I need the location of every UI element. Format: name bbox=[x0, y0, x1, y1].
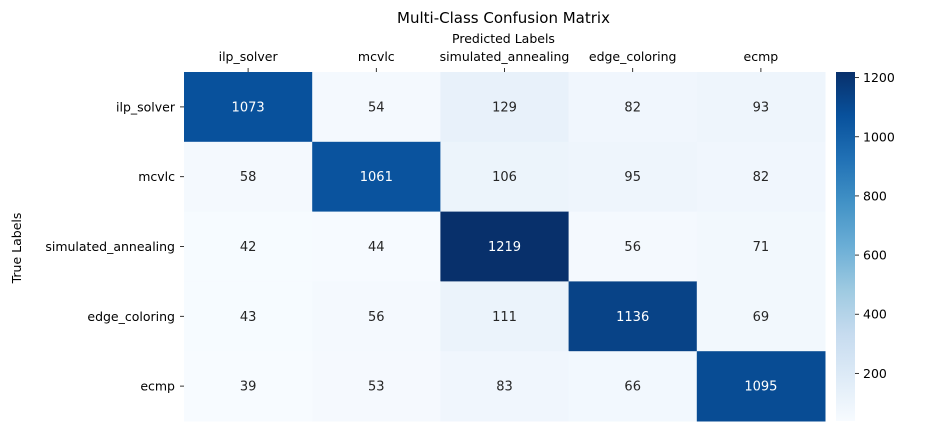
cell-value-label: 53 bbox=[368, 380, 385, 395]
y-tick-label: mcvlc bbox=[138, 169, 175, 184]
colorbar-tick-label: 1000 bbox=[863, 129, 895, 144]
heatmap-cell bbox=[696, 281, 826, 352]
y-axis-label: True Labels bbox=[9, 213, 24, 285]
colorbar bbox=[836, 72, 855, 421]
cell-value-label: 1061 bbox=[360, 170, 393, 185]
heatmap-cell bbox=[568, 211, 698, 282]
cell-value-label: 69 bbox=[753, 310, 770, 325]
y-tick-label: simulated_annealing bbox=[45, 239, 175, 254]
cell-value-label: 93 bbox=[753, 100, 770, 115]
x-axis-label: Predicted Labels bbox=[452, 31, 555, 46]
colorbar-tick-label: 200 bbox=[863, 366, 887, 381]
x-tick-label: ilp_solver bbox=[219, 49, 279, 64]
heatmap-cell bbox=[440, 281, 570, 352]
heatmap-cell bbox=[440, 141, 570, 213]
cell-value-label: 111 bbox=[492, 310, 517, 325]
cell-value-label: 42 bbox=[240, 240, 257, 255]
x-tick-label: simulated_annealing bbox=[440, 49, 570, 64]
cell-value-label: 95 bbox=[624, 170, 641, 185]
colorbar-tick-label: 400 bbox=[863, 307, 887, 322]
heatmap-cell bbox=[184, 72, 313, 143]
heatmap-cell bbox=[440, 211, 570, 282]
cell-value-label: 58 bbox=[240, 170, 257, 185]
heatmap-cell bbox=[312, 72, 441, 143]
heatmap-cell bbox=[696, 351, 826, 422]
heatmap-cell bbox=[184, 281, 313, 352]
cell-value-label: 56 bbox=[368, 310, 385, 325]
heatmap-cell bbox=[568, 351, 698, 422]
cell-value-label: 66 bbox=[624, 380, 641, 395]
cell-value-label: 1095 bbox=[744, 380, 777, 395]
colorbar-tick-label: 1200 bbox=[863, 70, 895, 85]
heatmap-cell bbox=[696, 72, 826, 143]
cell-value-label: 56 bbox=[624, 240, 641, 255]
colorbar-tick-label: 600 bbox=[863, 248, 887, 263]
cell-value-label: 1073 bbox=[232, 100, 265, 115]
colorbar-tick-label: 800 bbox=[863, 188, 887, 203]
x-tick-label: mcvlc bbox=[358, 49, 395, 64]
cell-value-label: 54 bbox=[368, 100, 385, 115]
cell-value-label: 1219 bbox=[488, 240, 521, 255]
cell-value-label: 82 bbox=[624, 100, 641, 115]
heatmap-cell bbox=[568, 72, 698, 143]
heatmap-cell bbox=[312, 141, 441, 213]
cell-value-label: 129 bbox=[492, 100, 517, 115]
x-tick-label: edge_coloring bbox=[589, 49, 677, 64]
cell-value-label: 71 bbox=[753, 240, 770, 255]
heatmap-cells: 1073 54 129 82 93 58 1061 106 95 82 42 44 1219 56 71 43… bbox=[184, 72, 826, 422]
heatmap-cell bbox=[184, 351, 313, 422]
y-tick-label: ecmp bbox=[140, 379, 175, 394]
heatmap-cell bbox=[568, 141, 698, 213]
y-tick-label: ilp_solver bbox=[116, 99, 176, 114]
cell-value-label: 39 bbox=[240, 380, 257, 395]
x-tick-labels: ilp_solver mcvlc simulated_annealing edge_c… bbox=[219, 49, 779, 72]
heatmap-cell bbox=[184, 141, 313, 213]
heatmap-cell bbox=[568, 281, 698, 352]
cell-value-label: 106 bbox=[492, 170, 517, 185]
y-tick-label: edge_coloring bbox=[87, 309, 175, 324]
heatmap-cell bbox=[312, 211, 441, 282]
cell-value-label: 44 bbox=[368, 240, 385, 255]
colorbar-ticks: 200 400 600 800 1000 1200 bbox=[855, 70, 895, 381]
heatmap-cell bbox=[696, 141, 826, 213]
heatmap-cell bbox=[312, 281, 441, 352]
heatmap-cell bbox=[184, 211, 313, 282]
heatmap-cell bbox=[440, 72, 570, 143]
cell-value-label: 43 bbox=[240, 310, 257, 325]
heatmap-cell bbox=[696, 211, 826, 282]
chart-title: Multi-Class Confusion Matrix bbox=[397, 9, 610, 27]
x-tick-label: ecmp bbox=[744, 49, 779, 64]
cell-value-label: 82 bbox=[753, 170, 770, 185]
heatmap-cell bbox=[312, 351, 441, 422]
heatmap-cell bbox=[440, 351, 570, 422]
cell-value-label: 83 bbox=[496, 380, 513, 395]
cell-value-label: 1136 bbox=[616, 310, 649, 325]
